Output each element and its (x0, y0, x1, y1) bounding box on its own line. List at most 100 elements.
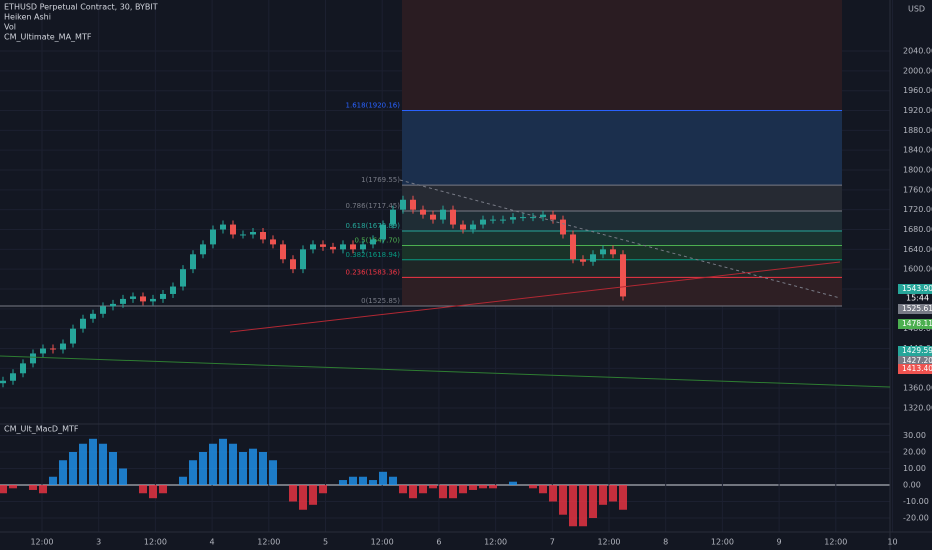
macd-bar (389, 476, 397, 485)
trend-line (399, 179, 841, 299)
macd-bar (439, 485, 447, 499)
price-tag (898, 304, 932, 314)
fib-label: 1.618(1920.16) (346, 101, 401, 109)
fib-label: 0.618(1676.89) (346, 222, 401, 230)
macd-bar (99, 443, 107, 485)
indicator: CM_Ultimate_MA_MTF (4, 33, 92, 42)
x-tick-label: 10 (887, 538, 897, 547)
fib-zones: 1.618(1920.16) 1(1769.55) 0.786(1717.45) 0.… (0, 0, 842, 307)
macd-bar (69, 452, 77, 485)
price-tag-label: 1543.90 (902, 284, 932, 293)
y-tick-label: 1960.00 (903, 86, 932, 95)
macd-bar (349, 476, 357, 485)
x-tick-label: 9 (777, 538, 782, 547)
fib-zone (402, 0, 842, 111)
candle (350, 244, 356, 250)
candle (130, 296, 136, 299)
candle (520, 217, 526, 219)
macd-bar (479, 485, 487, 489)
y-tick-label: 1600.00 (903, 265, 932, 274)
macd-bar (209, 443, 217, 485)
macd-bar (399, 485, 407, 494)
candle (200, 244, 206, 255)
x-tick-label: 8 (663, 538, 668, 547)
candle (290, 259, 296, 270)
price-tag-label: 1427.20 (902, 356, 932, 365)
macd-bar (509, 481, 517, 485)
macd-bar (609, 485, 617, 502)
candle (240, 234, 246, 236)
candle (70, 328, 76, 344)
macd-bar (199, 452, 207, 485)
macd-bar (59, 460, 67, 485)
candle (250, 231, 256, 235)
candle (30, 353, 36, 364)
candle (120, 298, 126, 304)
macd-bar (119, 468, 127, 485)
y-tick-label: 1840.00 (903, 146, 932, 155)
candle (450, 209, 456, 225)
candle (500, 219, 506, 221)
candle (170, 286, 176, 294)
candle (440, 209, 446, 220)
candle (510, 217, 516, 220)
macd-bar (239, 452, 247, 485)
candle (20, 363, 26, 374)
y-tick-label: 20.00 (903, 448, 926, 457)
macd-bar (369, 480, 377, 485)
macd-bar (249, 448, 257, 485)
candle (460, 224, 466, 230)
macd-bar (319, 485, 327, 494)
candle (480, 219, 486, 225)
macd-bar (339, 480, 347, 485)
y-tick-label: 2040.00 (903, 47, 932, 56)
macd-bar (539, 485, 547, 494)
candle (230, 224, 236, 235)
x-tick-label: 7 (550, 538, 555, 547)
price-tag-label: 1429.59 (902, 346, 932, 355)
candle (380, 224, 386, 240)
candle (620, 254, 626, 297)
x-tick-label: 3 (96, 538, 101, 547)
candle (280, 244, 286, 260)
macd-bar (79, 443, 87, 485)
candle (190, 254, 196, 270)
macd-bar (289, 485, 297, 502)
candle (180, 269, 186, 287)
macd-bar (219, 438, 227, 485)
y-tick-label: 1760.00 (903, 185, 932, 194)
macd-bar (559, 485, 567, 515)
candle (550, 214, 556, 220)
indicator: CM_Ult_MacD_MTF (4, 425, 79, 434)
candle (80, 318, 86, 329)
candle (580, 259, 586, 262)
y-tick-label: 30.00 (903, 431, 926, 440)
macd-bar (409, 485, 417, 499)
candle (110, 303, 116, 307)
candle (300, 249, 306, 270)
macd-bar (359, 476, 367, 485)
y-tick-label: 1880.00 (903, 126, 932, 135)
macd-bar (0, 485, 7, 494)
macd-bar (589, 485, 597, 518)
macd-bar (179, 476, 187, 485)
y-tick-label: -10.00 (903, 497, 929, 506)
candle (160, 293, 166, 299)
macd-bar (619, 485, 627, 510)
symbol: ETHUSD Perpetual Contract, 30, BYBIT (4, 3, 158, 12)
macd-bar (599, 485, 607, 505)
candle (600, 249, 606, 255)
candle (530, 217, 536, 219)
trend-line (229, 261, 841, 333)
marks (0, 195, 627, 527)
candle (370, 239, 376, 245)
candle (150, 298, 156, 302)
macd-bar (39, 485, 47, 494)
fib-label: 0.786(1717.45) (346, 202, 401, 210)
x-tick-label: 4 (210, 538, 215, 547)
candle (420, 209, 426, 215)
candle (90, 313, 96, 319)
fib-zone (402, 231, 842, 246)
candle (60, 343, 66, 350)
y-tick-label: 0.00 (903, 481, 921, 490)
